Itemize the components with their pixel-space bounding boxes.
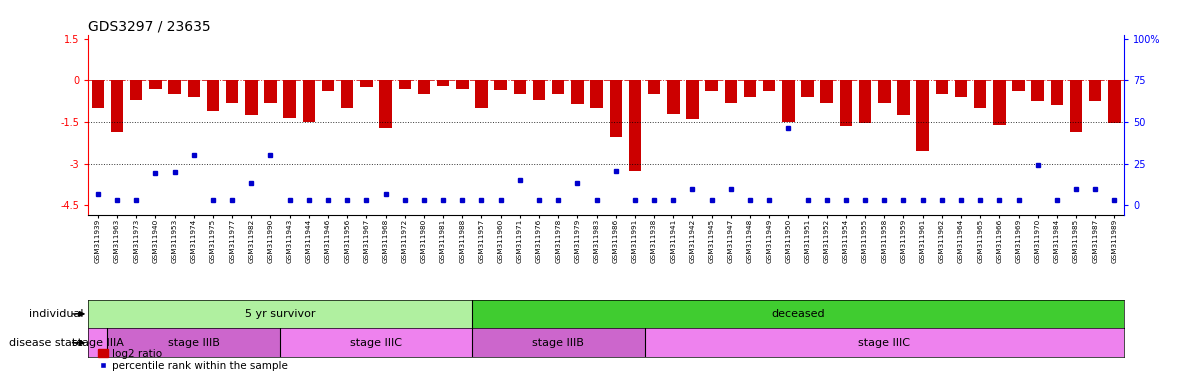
Text: stage IIIC: stage IIIC xyxy=(858,338,910,348)
Bar xyxy=(610,80,621,137)
Bar xyxy=(667,80,679,114)
Bar xyxy=(993,80,1005,125)
Text: GDS3297 / 23635: GDS3297 / 23635 xyxy=(88,20,211,33)
Bar xyxy=(973,80,986,108)
Bar xyxy=(783,80,794,122)
Bar xyxy=(629,80,641,170)
Bar xyxy=(207,80,219,111)
Bar xyxy=(88,328,107,357)
Text: stage IIIB: stage IIIB xyxy=(532,338,584,348)
Bar xyxy=(725,80,737,103)
Bar xyxy=(437,80,450,86)
Bar xyxy=(379,80,392,127)
Bar xyxy=(839,80,852,126)
Legend: log2 ratio, percentile rank within the sample: log2 ratio, percentile rank within the s… xyxy=(93,344,292,375)
Bar xyxy=(705,80,718,91)
Bar xyxy=(763,80,776,91)
Text: deceased: deceased xyxy=(771,309,825,319)
Bar xyxy=(494,80,507,90)
Bar xyxy=(107,328,280,357)
Bar xyxy=(341,80,353,108)
Bar xyxy=(245,80,258,115)
Bar xyxy=(645,328,1124,357)
Bar xyxy=(591,80,603,108)
Bar xyxy=(455,80,468,89)
Bar xyxy=(111,80,124,132)
Bar xyxy=(802,80,813,97)
Bar xyxy=(265,80,277,103)
Bar xyxy=(472,300,1124,328)
Bar xyxy=(859,80,871,123)
Bar xyxy=(513,80,526,94)
Text: 5 yr survivor: 5 yr survivor xyxy=(245,309,315,319)
Bar xyxy=(878,80,891,103)
Bar xyxy=(917,80,929,151)
Bar xyxy=(226,80,239,103)
Bar xyxy=(1089,80,1102,101)
Bar xyxy=(552,80,565,94)
Bar xyxy=(88,300,472,328)
Bar xyxy=(399,80,411,89)
Text: stage IIIA: stage IIIA xyxy=(72,338,124,348)
Bar xyxy=(897,80,910,115)
Bar xyxy=(1070,80,1083,132)
Bar xyxy=(571,80,584,104)
Bar xyxy=(955,80,967,97)
Text: individual: individual xyxy=(28,309,84,319)
Text: disease state: disease state xyxy=(9,338,84,348)
Bar xyxy=(820,80,833,103)
Bar xyxy=(302,80,315,122)
Bar xyxy=(284,80,295,118)
Bar xyxy=(472,328,645,357)
Bar xyxy=(321,80,334,91)
Bar xyxy=(92,80,104,108)
Bar xyxy=(533,80,545,100)
Bar xyxy=(168,80,181,94)
Bar xyxy=(280,328,472,357)
Text: stage IIIC: stage IIIC xyxy=(350,338,403,348)
Bar xyxy=(476,80,487,108)
Bar xyxy=(360,80,373,87)
Bar xyxy=(1031,80,1044,101)
Bar xyxy=(418,80,430,94)
Bar xyxy=(686,80,699,119)
Bar xyxy=(187,80,200,97)
Bar xyxy=(647,80,660,94)
Bar xyxy=(149,80,161,89)
Bar xyxy=(129,80,142,100)
Bar xyxy=(1012,80,1025,91)
Bar xyxy=(744,80,757,97)
Text: stage IIIB: stage IIIB xyxy=(168,338,220,348)
Bar xyxy=(1051,80,1063,105)
Bar xyxy=(1109,80,1121,123)
Bar xyxy=(936,80,947,94)
